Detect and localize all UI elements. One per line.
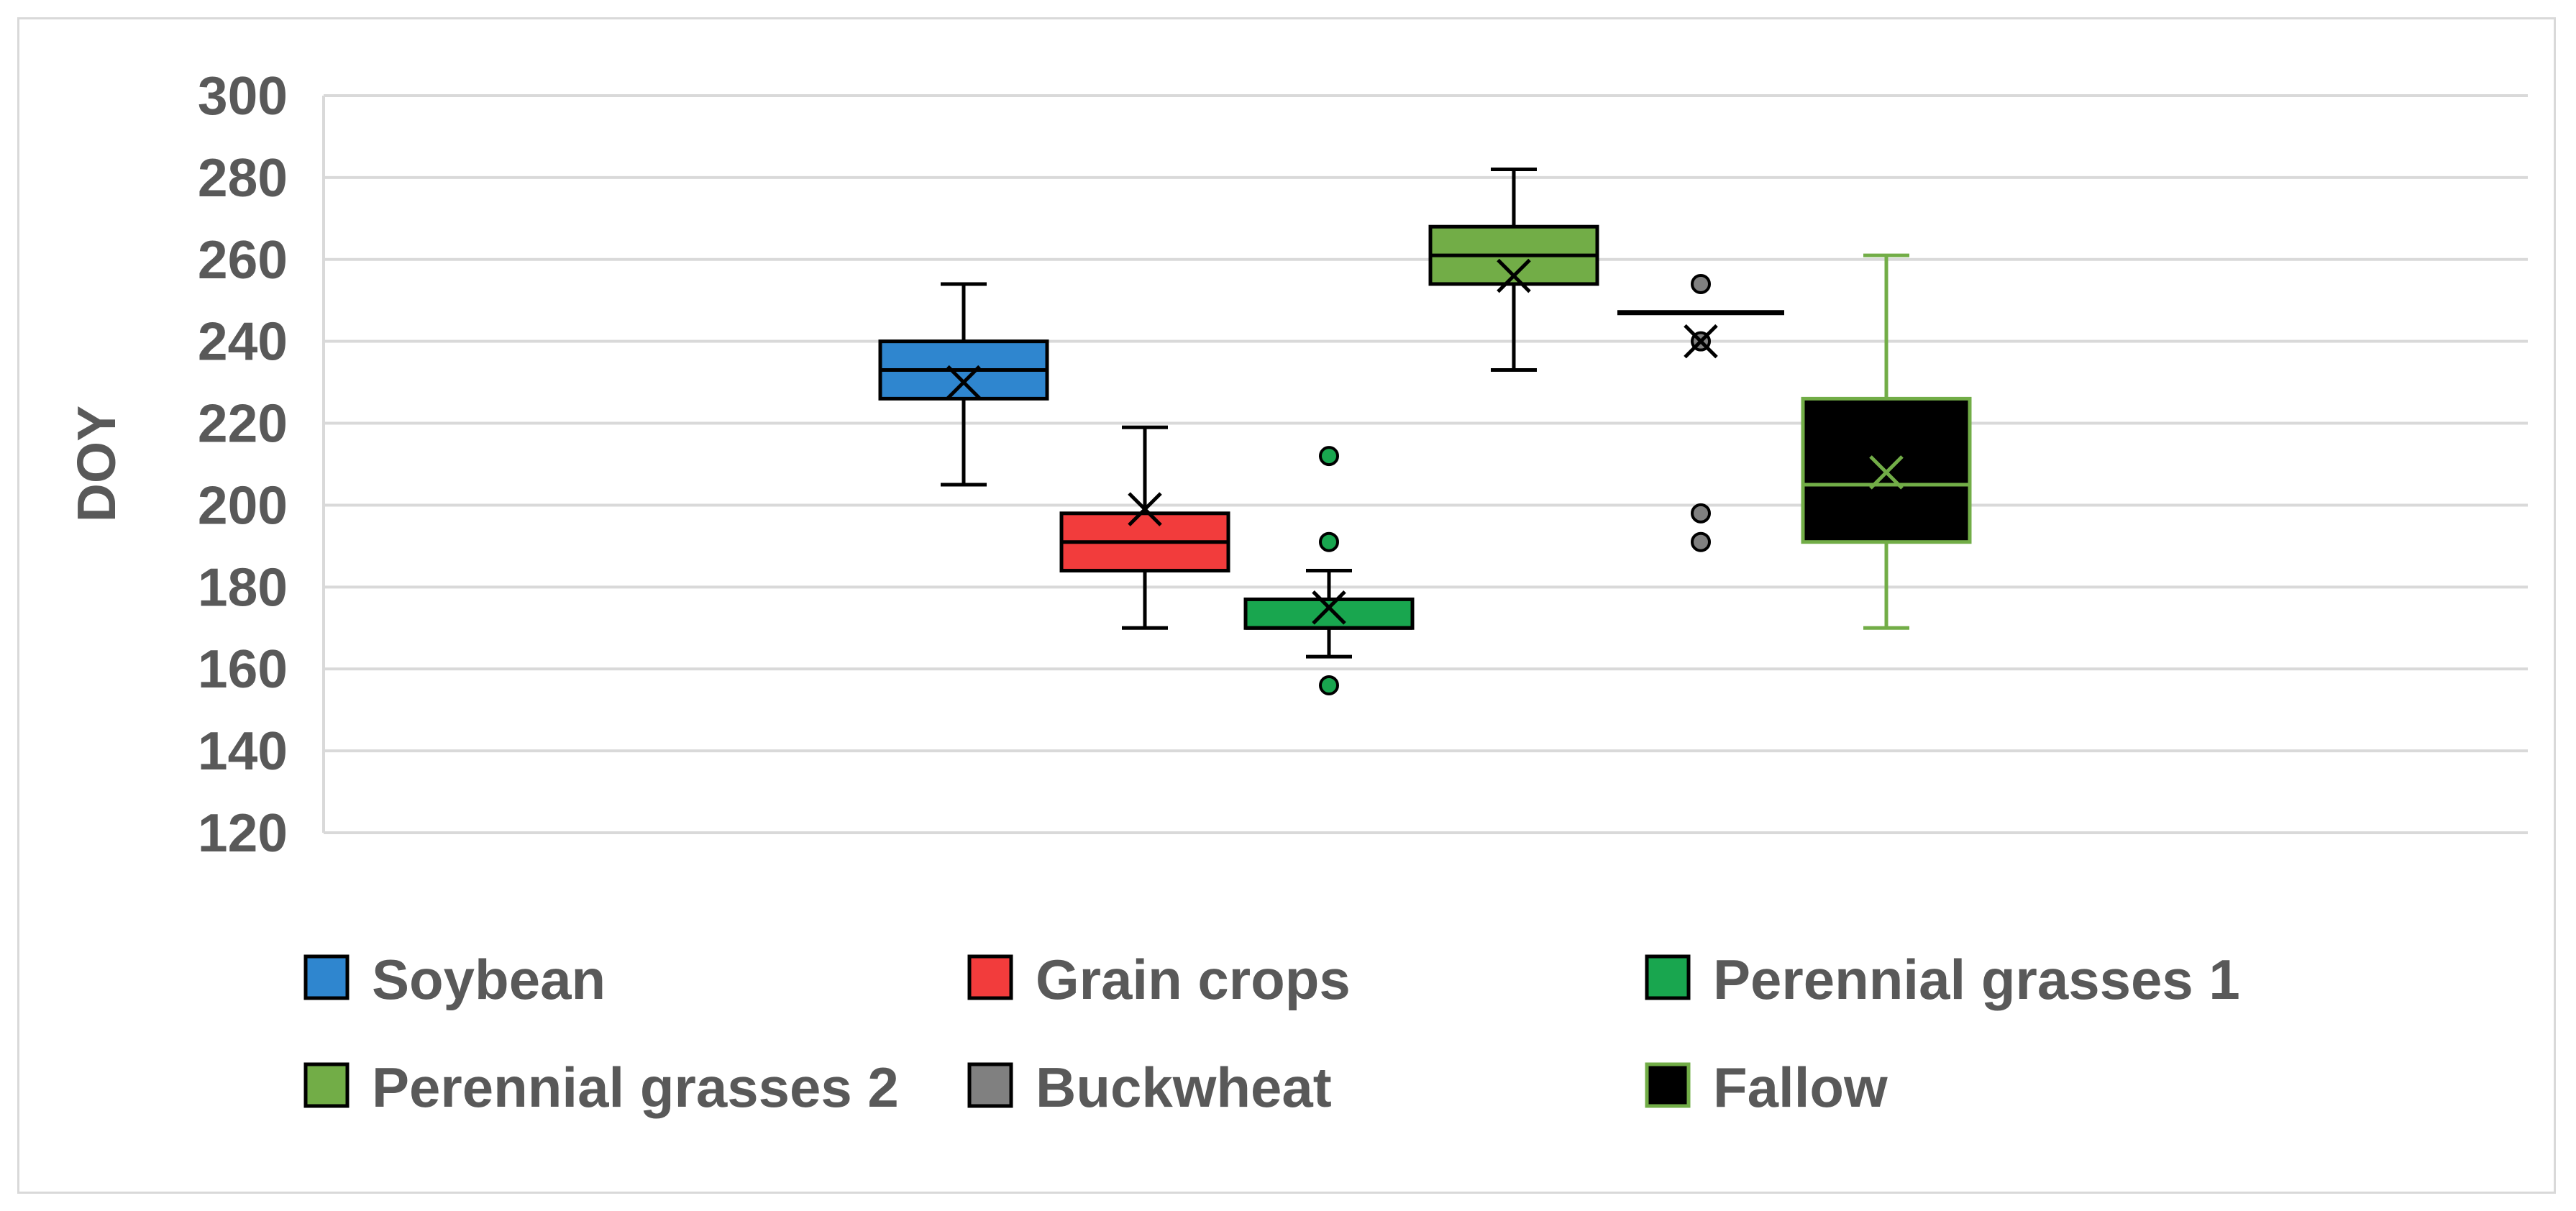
legend[interactable]: Soybean Grain crops Perennial grasses 1 Per… <box>303 948 2240 1119</box>
box-fallow[interactable] <box>1801 253 1972 630</box>
mean-marker <box>1684 324 1718 359</box>
outlier-point <box>1691 503 1711 524</box>
legend-label: Perennial grasses 1 <box>1713 948 2240 1011</box>
mean-marker <box>1128 492 1162 526</box>
box-series <box>878 168 1972 695</box>
outlier-point <box>1691 531 1711 552</box>
mean-marker <box>946 365 981 400</box>
legend-swatch <box>1645 954 1691 1000</box>
y-tick-label: 300 <box>198 65 288 126</box>
legend-item-perennial-grasses-1[interactable]: Perennial grasses 1 <box>1645 948 2240 1011</box>
legend-label: Grain crops <box>1036 948 1351 1011</box>
mean-marker <box>1497 258 1531 293</box>
box-grain-crops[interactable] <box>1059 425 1230 630</box>
outlier-point <box>1319 446 1339 467</box>
box-iqr <box>1243 597 1415 630</box>
legend-swatch <box>967 954 1013 1000</box>
legend-swatch <box>303 954 350 1000</box>
legend-swatch <box>1645 1062 1691 1108</box>
y-tick-label: 260 <box>198 229 288 290</box>
legend-item-fallow[interactable]: Fallow <box>1645 1056 1888 1119</box>
legend-item-perennial-grasses-2[interactable]: Perennial grasses 2 <box>303 1056 899 1119</box>
box-perennial-grasses-1[interactable] <box>1243 446 1415 695</box>
legend-item-grain-crops[interactable]: Grain crops <box>967 948 1351 1011</box>
y-tick-label: 160 <box>198 639 288 699</box>
y-tick-label: 220 <box>198 393 288 454</box>
box-soybean[interactable] <box>878 282 1049 487</box>
y-tick-label: 140 <box>198 721 288 781</box>
y-tick-label: 200 <box>198 475 288 535</box>
y-tick-label: 120 <box>198 803 288 863</box>
legend-swatch <box>967 1062 1013 1108</box>
gridlines <box>322 94 2528 834</box>
legend-item-soybean[interactable]: Soybean <box>303 948 606 1011</box>
legend-swatch <box>303 1062 350 1108</box>
outlier-point <box>1319 675 1339 695</box>
outlier-point <box>1319 531 1339 552</box>
mean-marker <box>1312 590 1346 625</box>
legend-label: Perennial grasses 2 <box>372 1056 899 1119</box>
legend-label: Soybean <box>372 948 606 1011</box>
outlier-point <box>1691 273 1711 294</box>
legend-label: Fallow <box>1713 1056 1888 1119</box>
mean-marker <box>1869 455 1904 490</box>
y-axis-ticks: 120 140 160 180 200 220 240 260 280 300 <box>198 65 288 863</box>
y-tick-label: 280 <box>198 147 288 208</box>
box-perennial-grasses-2[interactable] <box>1428 168 1599 373</box>
box-buckwheat[interactable] <box>1617 273 1784 552</box>
y-axis-label: DOY <box>66 406 127 523</box>
legend-item-buckwheat[interactable]: Buckwheat <box>967 1056 1332 1119</box>
y-tick-label: 180 <box>198 557 288 617</box>
y-tick-label: 240 <box>198 311 288 372</box>
legend-label: Buckwheat <box>1036 1056 1332 1119</box>
